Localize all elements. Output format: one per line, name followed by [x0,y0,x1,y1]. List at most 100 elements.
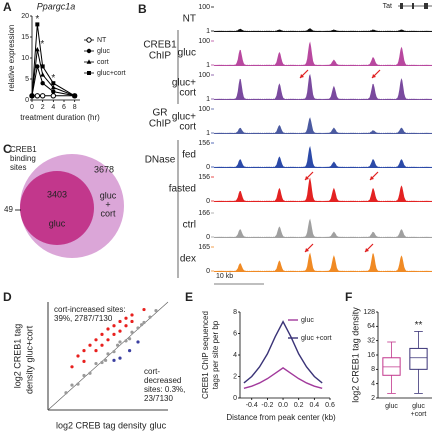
panel-label: E [185,290,193,304]
y-axis-label: log2 CREB1 tag density [350,307,360,403]
chart-title: Ppargc1a [37,1,76,11]
point [100,332,104,336]
y-tick-label: 8 [371,366,375,373]
marker [50,84,56,90]
y-tick-label: 16 [367,352,375,359]
track-label: cort [179,122,196,133]
track-signal [214,177,432,202]
marker [39,93,46,99]
arrow-head [305,176,309,180]
track-label: gluc [178,48,196,59]
legend-label: gluc +cort [301,335,332,342]
venn-set [20,171,94,245]
annotation: 23/7130 [144,394,173,403]
track-min: 0 [206,198,210,205]
arrow-head [300,74,304,78]
annotation: * [35,14,39,25]
y-tick-label: 2 [371,395,375,402]
track-label: NT [183,14,196,25]
point [82,359,86,363]
track-min: 0 [206,234,210,241]
arrow-head [365,248,369,252]
point [148,315,152,319]
annotation: decreased [144,376,181,385]
track-min: 1 [206,96,210,103]
y-tick-label: 64 [367,323,375,330]
track-min: 0 [206,164,210,171]
marker [40,81,45,86]
marker [87,71,91,75]
point [142,320,146,325]
point [130,319,134,324]
track-signal [214,252,432,272]
track-max: 166 [198,210,210,217]
track-max: 156 [198,174,210,181]
group-label: DNase [145,155,176,166]
x-tick-label: 0.4 [309,402,319,409]
venn-count: 3403 [47,189,67,199]
y-axis-label: density [24,365,34,394]
y-tick-label: 4 [233,352,237,359]
point [94,361,98,366]
point [124,339,128,343]
venn-title: sites [10,163,26,172]
track-max: 165 [198,244,210,251]
point [154,309,158,313]
marker [40,72,46,77]
point [118,340,122,344]
y-tick-label: 8 [233,309,237,316]
y-tick-label: 32 [367,338,375,345]
venn-label: gluc [100,190,117,200]
point [104,358,108,362]
track-label: gluc+ [172,78,196,89]
track-label: ctrl [183,220,196,231]
x-axis-label: log2 CREB tag density [56,420,147,430]
venn-title: binding [10,154,36,163]
y-axis-label: relative expression [7,25,16,92]
point [130,313,134,317]
point [106,327,110,331]
track-min: 0 [206,268,210,275]
venn-count: 49 [4,205,13,214]
y-axis-label-group: gluc+cort [24,325,34,362]
group-label: ChIP [149,51,172,62]
annotation: 39%, 2787/7130 [54,314,113,323]
x-tick-label: 8 [73,104,77,111]
panel-label: B [138,2,147,16]
y-tick-label: 6 [233,330,237,337]
point [70,365,74,369]
legend-label: gluc [301,317,314,324]
venn-count: 3678 [94,164,114,174]
arrow-head [372,74,376,78]
scale-bar-label: 10 kb [216,273,233,280]
track-signal [214,28,432,32]
marker [40,64,45,69]
point [136,326,140,330]
point [100,343,104,347]
data-line [243,320,323,384]
marker [86,48,92,54]
track-max: 156 [198,140,210,147]
legend-label: cort [97,59,109,66]
y-tick-label: 0 [233,395,237,402]
x-tick-label: 0.0 [278,402,288,409]
point [106,352,110,356]
annotation: * [51,73,55,84]
point [130,330,134,334]
track-max: 100 [198,72,210,79]
x-tick-label: 4 [51,104,55,111]
x-tick-label: 0.2 [294,402,304,409]
y-tick-label: 15 [21,34,29,41]
exon [400,3,403,9]
panel-label: D [3,290,12,304]
y-tick-label: 128 [363,309,375,316]
point [128,337,132,341]
marker [34,93,41,99]
y-axis-label: tags per site per bp [211,320,220,389]
track-label: fed [182,150,196,161]
marker [51,89,56,94]
annotation: * [40,39,44,50]
annotation: cort-increased sites: [54,305,126,314]
track-label: cort [179,88,196,99]
